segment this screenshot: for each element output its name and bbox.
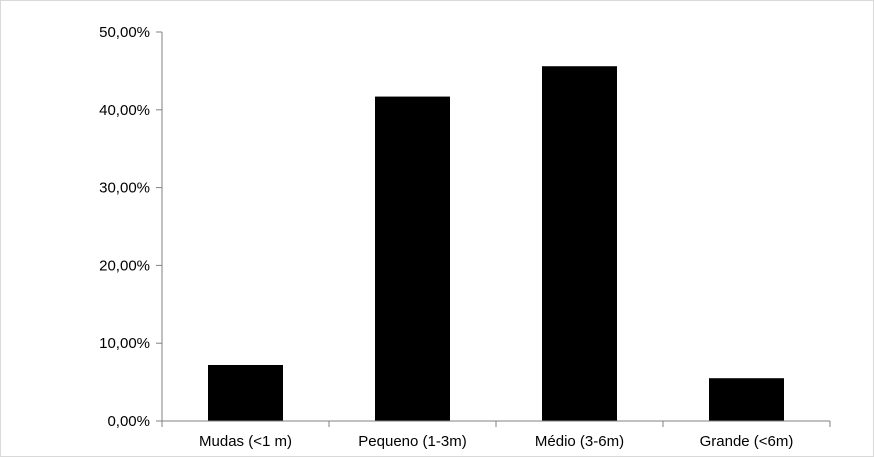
bar xyxy=(542,66,617,422)
y-tick-label: 40,00% xyxy=(99,102,150,119)
y-tick-label: 50,00% xyxy=(99,24,150,41)
y-tick-label: 0,00% xyxy=(107,413,150,430)
x-tick-label: Mudas (<1 m) xyxy=(199,433,292,450)
x-tick-label: Grande (<6m) xyxy=(700,433,794,450)
x-tick-label: Pequeno (1-3m) xyxy=(358,433,466,450)
x-tick-label: Médio (3-6m) xyxy=(535,433,624,450)
x-axis-ticks: Mudas (<1 m) Pequeno (1-3m) Médio (3-6m) Gr… xyxy=(161,421,831,450)
bar xyxy=(208,364,283,421)
bar xyxy=(375,96,450,421)
y-axis-ticks: 0,00% 10,00% 20,00% 30,00% 40,00% 50,00% xyxy=(99,24,162,430)
bars-group xyxy=(208,66,784,422)
bar xyxy=(709,378,784,421)
y-tick-label: 10,00% xyxy=(99,335,150,352)
y-tick-label: 20,00% xyxy=(99,257,150,274)
y-tick-label: 30,00% xyxy=(99,180,150,197)
